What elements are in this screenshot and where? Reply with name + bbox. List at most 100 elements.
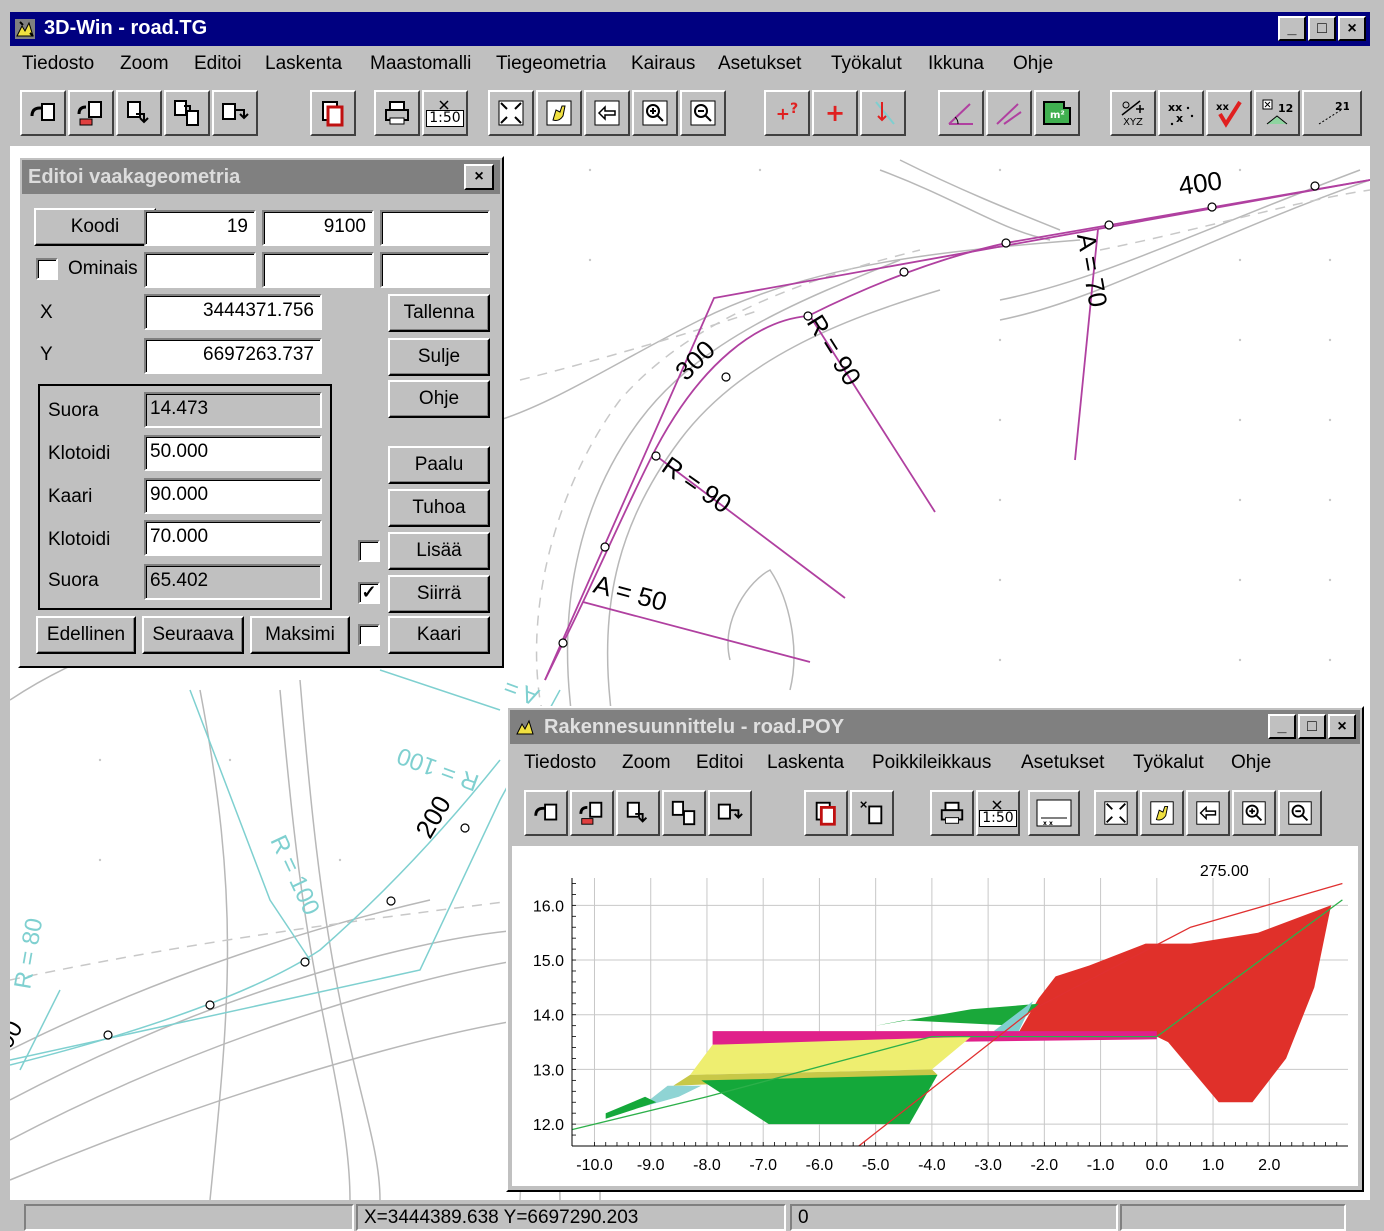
child-title-bar[interactable]: Rakennesuunnittelu - road.POY _ □ × — [510, 710, 1360, 744]
child-import-file-button[interactable] — [616, 790, 660, 836]
import-file-button[interactable] — [116, 90, 162, 136]
maximize-button[interactable]: □ — [1308, 16, 1336, 41]
dialog-close-button[interactable]: × — [464, 164, 494, 190]
child-menu-poikkileikkaus[interactable]: Poikkileikkaus — [872, 752, 992, 773]
child-print-button[interactable] — [930, 790, 974, 836]
child-pan-button[interactable] — [1140, 790, 1184, 836]
copy-file-button[interactable] — [68, 90, 114, 136]
child-zoom-in-button[interactable] — [1232, 790, 1276, 836]
child-back-button[interactable] — [1186, 790, 1230, 836]
x-tick-label-10: 0.0 — [1146, 1157, 1168, 1174]
number-12-button[interactable]: 12 — [1254, 90, 1300, 136]
zoom-out-button[interactable] — [680, 90, 726, 136]
tuhoa-button[interactable]: Tuhoa — [388, 489, 490, 527]
child-menu-laskenta[interactable]: Laskenta — [767, 752, 845, 773]
angle-tool-button[interactable] — [986, 90, 1032, 136]
menu-tiedosto[interactable]: Tiedosto — [22, 53, 95, 74]
y-coordinate-field[interactable]: 6697263.737 — [144, 338, 322, 374]
print-button[interactable] — [374, 90, 420, 136]
child-menu-editoi[interactable]: Editoi — [696, 752, 744, 773]
station-300-label: 300 — [669, 334, 721, 386]
ominais-field-1[interactable] — [144, 252, 256, 288]
child-menu-tiedosto[interactable]: Tiedosto — [524, 752, 597, 773]
menu-zoom[interactable]: Zoom — [120, 53, 169, 74]
kaari-checkbox[interactable] — [358, 624, 380, 646]
ohje-button[interactable]: Ohje — [388, 380, 490, 418]
menu-ikkuna[interactable]: Ikkuna — [928, 53, 984, 74]
child-minimize-button[interactable]: _ — [1268, 714, 1296, 739]
xyz-button[interactable]: XYZ — [1110, 90, 1156, 136]
child-menu-zoom[interactable]: Zoom — [622, 752, 671, 773]
ominais-checkbox[interactable] — [36, 258, 58, 280]
number-21-button[interactable]: 21 — [1302, 90, 1362, 136]
child-maximize-button[interactable]: □ — [1298, 714, 1326, 739]
pages-button[interactable] — [310, 90, 356, 136]
cross-section-plot[interactable]: -10.0 -9.0 -8.0 -7.0 -6.0 -5.0 -4.0 -3.0 -2.0 -1.… — [512, 846, 1358, 1186]
menu-kairaus[interactable]: Kairaus — [631, 53, 696, 74]
child-zoom-extents-button[interactable] — [1094, 790, 1138, 836]
area-button[interactable]: m² — [1034, 90, 1080, 136]
query-point-button[interactable]: +? — [764, 90, 810, 136]
element-value-4[interactable]: 70.000 — [144, 520, 322, 556]
new-file-button[interactable] — [20, 90, 66, 136]
seuraava-button[interactable]: Seuraava — [142, 616, 244, 654]
kaari-button[interactable]: Kaari — [388, 616, 490, 654]
paalu-button[interactable]: Paalu — [388, 446, 490, 484]
koodi-field[interactable]: 19 — [144, 210, 256, 246]
menu-laskenta[interactable]: Laskenta — [265, 53, 343, 74]
lisaa-button[interactable]: Lisää — [388, 532, 490, 570]
child-menu-ohje[interactable]: Ohje — [1231, 752, 1272, 773]
sulje-button[interactable]: Sulje — [388, 338, 490, 376]
koodi-field-3[interactable] — [380, 210, 490, 246]
child-close-button[interactable]: × — [1328, 714, 1356, 739]
siirra-checkbox[interactable]: ✓ — [358, 582, 380, 604]
zoom-in-button[interactable] — [632, 90, 678, 136]
menu-editoi[interactable]: Editoi — [194, 53, 242, 74]
close-button[interactable]: × — [1338, 16, 1366, 41]
child-scale-button[interactable]: 1:50 — [976, 790, 1020, 836]
koodi-field-2[interactable]: 9100 — [262, 210, 374, 246]
ominais-field-3[interactable] — [380, 252, 490, 288]
lisaa-checkbox[interactable] — [358, 540, 380, 562]
ominais-field-2[interactable] — [262, 252, 374, 288]
element-value-3[interactable]: 90.000 — [144, 478, 322, 514]
minimize-button[interactable]: _ — [1278, 16, 1306, 41]
child-section-button[interactable]: x x — [1028, 790, 1080, 836]
element-value-2[interactable]: 50.000 — [144, 435, 322, 471]
koodi-button[interactable]: Koodi — [34, 208, 156, 246]
y-label: Y — [40, 344, 53, 365]
menu-tiegeometria[interactable]: Tiegeometria — [496, 53, 607, 74]
dialog-title-bar[interactable]: Editoi vaakageometria × — [22, 160, 500, 194]
angle-button[interactable] — [938, 90, 984, 136]
child-copy-file-button[interactable] — [570, 790, 614, 836]
points-button[interactable]: xx x — [1158, 90, 1204, 136]
menu-asetukset[interactable]: Asetukset — [718, 53, 802, 74]
pan-button[interactable] — [536, 90, 582, 136]
child-select-button[interactable] — [850, 790, 894, 836]
child-new-file-button[interactable] — [524, 790, 568, 836]
y-tick-label-0: 12.0 — [533, 1117, 564, 1134]
add-point-button[interactable]: + — [812, 90, 858, 136]
export-file-button[interactable] — [164, 90, 210, 136]
check-button[interactable]: xx — [1206, 90, 1252, 136]
back-button[interactable] — [584, 90, 630, 136]
move-file-button[interactable] — [212, 90, 258, 136]
scale-button[interactable]: 1:50 — [422, 90, 468, 136]
menu-maastomalli[interactable]: Maastomalli — [370, 53, 472, 74]
maksimi-button[interactable]: Maksimi — [250, 616, 350, 654]
zoom-extents-button[interactable] — [488, 90, 534, 136]
child-menu-asetukset[interactable]: Asetukset — [1021, 752, 1105, 773]
child-zoom-out-button[interactable] — [1278, 790, 1322, 836]
edellinen-button[interactable]: Edellinen — [36, 616, 136, 654]
child-menu-tyokalut[interactable]: Työkalut — [1133, 752, 1204, 773]
child-export-file-button[interactable] — [662, 790, 706, 836]
siirra-button[interactable]: Siirrä — [388, 575, 490, 613]
menu-tyokalut[interactable]: Työkalut — [831, 53, 902, 74]
child-pages-button[interactable] — [804, 790, 848, 836]
tallenna-button[interactable]: Tallenna — [388, 294, 490, 332]
menu-ohje[interactable]: Ohje — [1013, 53, 1054, 74]
child-move-file-button[interactable] — [708, 790, 752, 836]
measure-button[interactable] — [860, 90, 906, 136]
main-title-bar[interactable]: 3D-Win - road.TG _ □ × — [10, 12, 1370, 46]
x-coordinate-field[interactable]: 3444371.756 — [144, 294, 322, 330]
